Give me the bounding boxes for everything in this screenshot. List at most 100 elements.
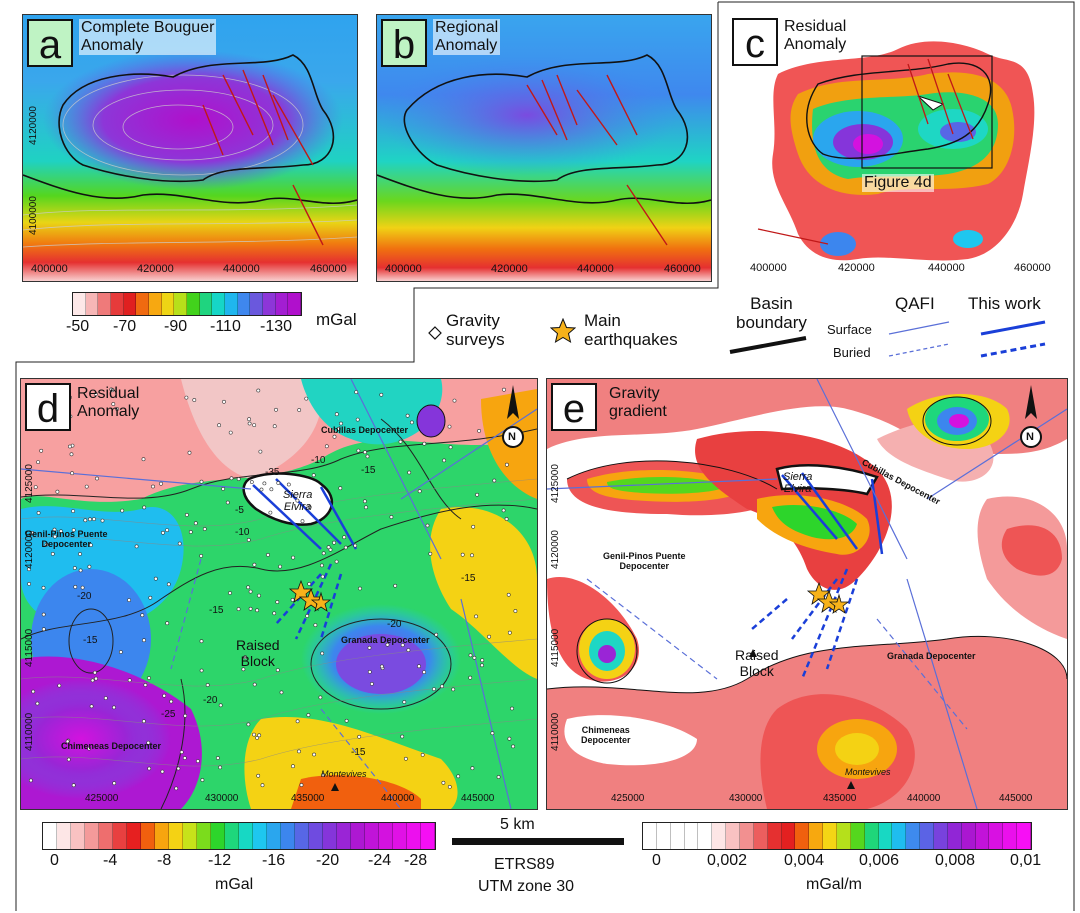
gravity-survey-point xyxy=(297,749,301,754)
gravity-survey-point xyxy=(92,517,96,522)
gravity-survey-point xyxy=(205,683,210,687)
contour-label: -10 xyxy=(235,527,250,538)
gravity-survey-point xyxy=(183,713,188,718)
gravity-survey-point xyxy=(367,645,372,650)
gravity-survey-point xyxy=(110,388,115,393)
gravity-survey-point xyxy=(119,650,123,654)
colorbar-swatch xyxy=(795,823,810,849)
bottom-xtick: 440000 xyxy=(381,793,415,804)
colorbar-swatch xyxy=(878,823,893,849)
gravity-survey-point xyxy=(363,450,367,455)
gravity-gradient-map-image xyxy=(547,379,1067,809)
gravity-survey-point xyxy=(365,454,370,459)
panel-c-letter: c xyxy=(732,18,778,66)
colorbar-swatch xyxy=(975,823,990,849)
panel-d-letter: d xyxy=(25,383,71,431)
gravity-survey-point xyxy=(199,479,204,484)
br-colorbar-tick: 0,002 xyxy=(707,852,748,869)
gravity-survey-point xyxy=(252,423,257,428)
gravity-survey-point xyxy=(83,518,88,523)
gravity-survey-point xyxy=(440,684,444,689)
gravity-survey-point xyxy=(215,756,220,760)
gravity-survey-point xyxy=(50,551,55,556)
colorbar-swatch xyxy=(267,823,281,849)
gravity-survey-point xyxy=(422,670,427,675)
gravity-survey-point xyxy=(252,562,257,567)
gravity-survey-point xyxy=(432,687,436,692)
gravity-survey-point xyxy=(66,757,71,762)
panel-c-residual-map: c Residual Anomaly Figure 4d 400000 4200… xyxy=(728,14,1062,280)
gravity-survey-point xyxy=(115,407,120,411)
gravity-survey-point xyxy=(398,439,403,444)
bottom-ytick: 4125000 xyxy=(24,464,35,503)
gravity-survey-point xyxy=(487,634,492,639)
gravity-survey-point xyxy=(355,417,360,422)
gravity-survey-point xyxy=(406,648,411,653)
gravity-survey-point xyxy=(179,750,184,755)
bl-colorbar-tick: -4 xyxy=(103,852,118,869)
colorbar-swatch xyxy=(281,823,295,849)
gravity-survey-point xyxy=(385,642,390,647)
gravity-survey-point xyxy=(143,683,148,687)
colorbar-swatch xyxy=(98,293,112,315)
gravity-survey-point xyxy=(393,583,398,588)
br-colorbar-unit: mGal/m xyxy=(806,876,862,893)
gravity-survey-point xyxy=(30,530,35,535)
colorbar-swatch xyxy=(961,823,976,849)
raised-block-label: Raised Block xyxy=(236,637,280,669)
top-xtick: 420000 xyxy=(838,262,875,274)
colorbar-swatch xyxy=(753,823,768,849)
top-colorbar-tick: -110 xyxy=(210,318,241,335)
gravity-survey-point xyxy=(182,756,187,760)
genil-label: Genil-Pinos Puente Depocenter xyxy=(25,529,108,549)
gravity-survey-point xyxy=(55,489,60,494)
gravity-survey-point xyxy=(95,476,99,481)
regional-map-image xyxy=(377,15,711,281)
colorbar-swatch xyxy=(187,293,200,315)
gravity-survey-point xyxy=(142,719,146,724)
colorbar-swatch xyxy=(113,823,127,849)
gravity-survey-point xyxy=(142,505,147,510)
gravity-survey-point xyxy=(31,689,36,694)
colorbar-swatch xyxy=(212,293,226,315)
colorbar-swatch xyxy=(698,823,713,849)
contour-label: -10 xyxy=(311,455,326,466)
gravity-survey-point xyxy=(41,627,46,632)
gravity-survey-point xyxy=(272,611,277,616)
gravity-survey-point xyxy=(357,734,362,739)
gravity-survey-point xyxy=(94,676,98,681)
gravity-survey-point xyxy=(247,421,252,426)
colorbar-swatch xyxy=(892,823,907,849)
top-xtick: 460000 xyxy=(310,263,347,275)
colorbar-swatch xyxy=(237,293,251,315)
bottom-xtick: 425000 xyxy=(611,793,645,804)
bl-colorbar-tick: -8 xyxy=(157,852,172,869)
gravity-survey-point xyxy=(504,462,509,467)
gravity-survey-point xyxy=(447,784,452,789)
gravity-survey-point xyxy=(89,543,93,548)
gravity-survey-point xyxy=(65,739,70,744)
gravity-survey-point xyxy=(470,553,474,558)
gravity-survey-point xyxy=(202,527,207,531)
gravity-survey-point xyxy=(510,706,514,711)
gravity-survey-point xyxy=(187,450,192,455)
gravity-survey-point xyxy=(256,773,261,778)
br-colorbar-tick: 0,006 xyxy=(859,852,900,869)
gravity-survey-point xyxy=(256,388,261,393)
gravity-survey-point xyxy=(496,775,501,779)
gravity-survey-point xyxy=(278,564,283,569)
colorbar-swatch xyxy=(726,823,741,849)
gravity-survey-point xyxy=(87,564,92,569)
panel-b-letter: b xyxy=(381,19,427,67)
gravity-survey-point xyxy=(336,426,341,431)
gravity-survey-point xyxy=(59,529,63,534)
colorbar-swatch xyxy=(253,823,267,849)
gravity-survey-point xyxy=(90,678,95,683)
montevives-label-e: Montevives xyxy=(845,767,891,777)
gravity-survey-point xyxy=(358,586,362,591)
bl-colorbar-tick: -16 xyxy=(262,852,286,869)
gravity-survey-point xyxy=(312,752,317,757)
gravity-survey-point xyxy=(159,481,163,486)
gravity-survey-point xyxy=(379,664,384,669)
gravity-survey-point xyxy=(260,783,265,788)
